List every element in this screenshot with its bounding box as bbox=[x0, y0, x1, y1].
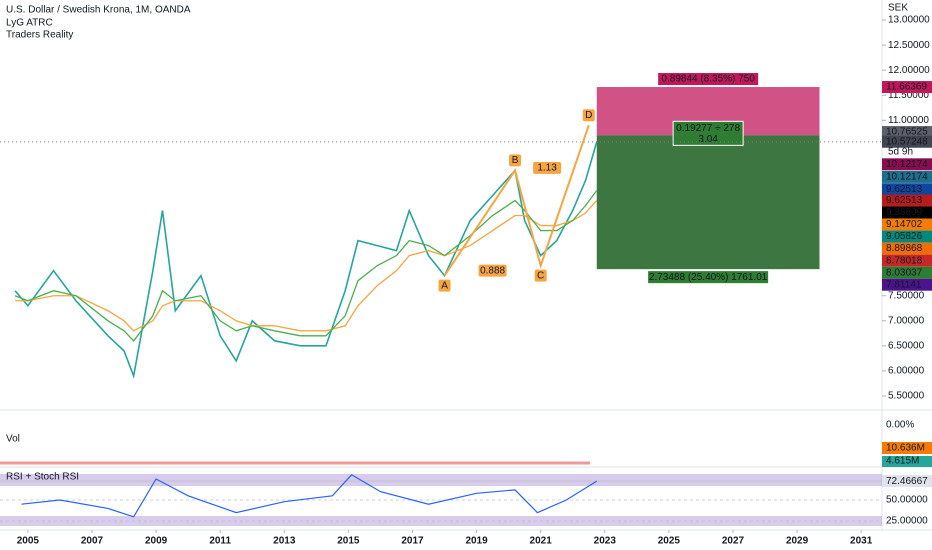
price-tag-label: 8.03037 bbox=[886, 267, 923, 278]
ratio-label: 1.13 bbox=[537, 163, 557, 174]
ratio-box bbox=[478, 264, 507, 277]
y-tick-label: 13.00000 bbox=[888, 15, 930, 26]
y-tick-label: 11.00000 bbox=[888, 115, 929, 126]
price-tag bbox=[882, 278, 932, 291]
ratio-box bbox=[533, 161, 562, 174]
price-tag bbox=[882, 266, 932, 279]
target-label: 2.73488 (25.40%) 1761.01 bbox=[649, 272, 768, 283]
pattern-point bbox=[509, 154, 522, 167]
x-tick-label: 2011 bbox=[209, 536, 231, 547]
price-tag-label: 11.66369 bbox=[886, 82, 927, 93]
y-tick-label: 7.50000 bbox=[888, 290, 925, 301]
x-tick-label: 2019 bbox=[465, 536, 488, 547]
rsi-tag bbox=[882, 475, 932, 488]
price-tag-label: 7.81141 bbox=[886, 279, 922, 290]
pattern-point bbox=[534, 269, 547, 282]
pattern-point bbox=[438, 279, 451, 292]
currency: SEK bbox=[888, 3, 908, 14]
price-tag bbox=[882, 158, 932, 171]
pattern-point-label: C bbox=[537, 270, 544, 281]
price-tag bbox=[882, 183, 932, 196]
pane-title: Vol bbox=[6, 434, 20, 445]
price-tag-label: 9.14702 bbox=[886, 219, 923, 230]
price-tag bbox=[882, 254, 932, 267]
price-tag bbox=[882, 194, 932, 207]
y-tick-label: 6.00000 bbox=[888, 366, 925, 377]
x-tick-label: 2007 bbox=[81, 536, 104, 547]
label-box bbox=[648, 271, 769, 284]
price-tag-label: 10.57248 bbox=[886, 136, 928, 147]
x-tick-label: 2005 bbox=[17, 536, 40, 547]
y-tick-label: 12.00000 bbox=[888, 65, 930, 76]
price-tag-label: 10.12174 bbox=[886, 172, 928, 183]
volume-tag bbox=[882, 456, 932, 467]
rsi-tick-label: 25.00000 bbox=[886, 516, 928, 527]
pattern-line bbox=[443, 124, 590, 277]
price-tag-label: 9.62513 bbox=[886, 195, 923, 206]
rsi-tick-label: 50.00000 bbox=[886, 495, 928, 506]
label-box bbox=[658, 73, 759, 86]
y-tick-label: 11.50000 bbox=[888, 90, 929, 101]
price-tag bbox=[882, 242, 932, 255]
pattern-point-label: D bbox=[585, 110, 592, 121]
indicator-name: Traders Reality bbox=[6, 30, 73, 41]
x-tick-label: 2009 bbox=[145, 536, 168, 547]
price-tag bbox=[882, 218, 932, 231]
x-tick-label: 2023 bbox=[594, 536, 617, 547]
entry-label: 0.19277 ÷ 278 bbox=[676, 123, 740, 134]
volume-label: 0.00% bbox=[886, 420, 914, 431]
y-tick-label: 5.50000 bbox=[888, 391, 925, 402]
price-tag bbox=[882, 135, 932, 148]
y-tick-label: 7.00000 bbox=[888, 315, 925, 326]
price-tag-label: 9.38809 bbox=[886, 207, 923, 218]
x-tick-label: 2029 bbox=[786, 536, 809, 547]
x-tick-label: 2025 bbox=[658, 536, 681, 547]
ratio-label: 3.04 bbox=[698, 134, 718, 145]
price-tag bbox=[882, 170, 932, 183]
price-tag-label: 9.62513 bbox=[886, 184, 923, 195]
indicator-name: LyG ATRC bbox=[6, 18, 53, 29]
volume-label: 10.636M bbox=[886, 443, 925, 454]
price-tag bbox=[882, 81, 932, 94]
price-line bbox=[15, 200, 598, 332]
y-tick-label: 12.50000 bbox=[888, 40, 930, 51]
rsi-band bbox=[0, 474, 882, 486]
price-line bbox=[14, 141, 598, 379]
pane-title: RSI + Stoch RSI bbox=[6, 472, 79, 483]
price-tag bbox=[882, 230, 932, 243]
stop-label: 0.89844 (8.35%) 750 bbox=[661, 74, 755, 85]
price-tag-label: 8.89868 bbox=[886, 243, 923, 254]
rsi-line bbox=[21, 474, 598, 518]
y-tick-label: 6.50000 bbox=[888, 340, 925, 351]
symbol-title: U.S. Dollar / Swedish Krona, 1M, OANDA bbox=[6, 5, 191, 16]
volume-label: 4.615M bbox=[886, 456, 919, 467]
x-tick-label: 2017 bbox=[401, 536, 424, 547]
x-tick-label: 2021 bbox=[530, 536, 553, 547]
price-tag bbox=[882, 206, 932, 219]
target-zone bbox=[596, 135, 820, 270]
pattern-point bbox=[582, 109, 595, 122]
x-tick-label: 2015 bbox=[337, 536, 360, 547]
ratio-label: 0.888 bbox=[480, 265, 505, 276]
price-tag bbox=[882, 126, 932, 139]
price-tag-label: 10.76525 bbox=[886, 127, 928, 138]
price-tag-label: 8.78018 bbox=[886, 255, 923, 266]
x-tick-label: 2031 bbox=[850, 536, 873, 547]
price-line bbox=[14, 190, 598, 342]
volume-tag bbox=[882, 442, 932, 454]
rsi-tick-label: 72.46667 bbox=[886, 476, 928, 487]
label-box bbox=[672, 120, 744, 146]
x-tick-label: 2027 bbox=[722, 536, 745, 547]
price-tag-label: 9.05826 bbox=[886, 231, 923, 242]
pattern-point-label: B bbox=[512, 155, 519, 166]
x-tick-label: 2013 bbox=[273, 536, 296, 547]
pattern-point-label: A bbox=[441, 280, 448, 291]
countdown: 5d 9h bbox=[888, 146, 913, 157]
price-tag-label: 10.12174 bbox=[886, 159, 928, 170]
